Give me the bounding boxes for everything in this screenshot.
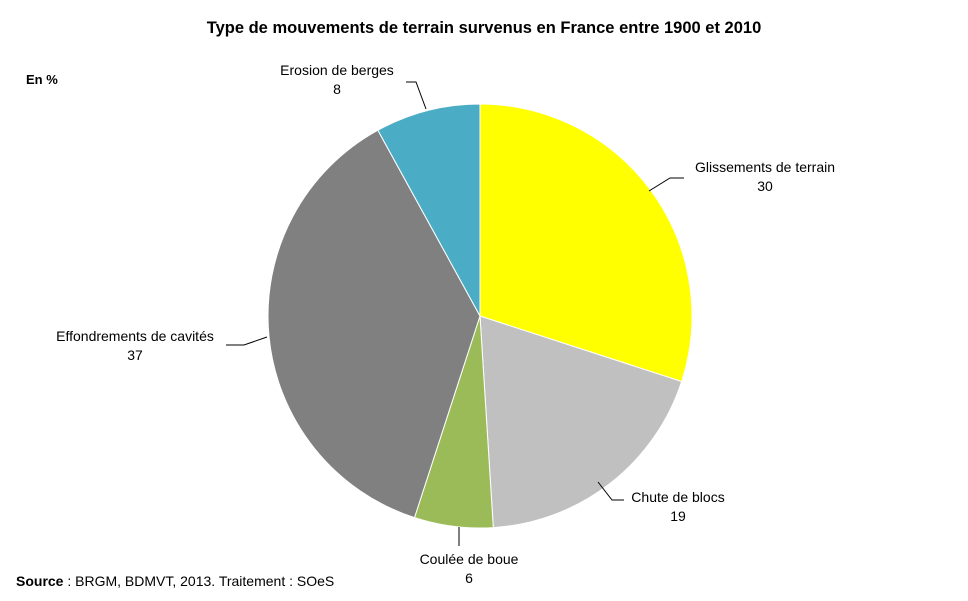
leader-line-3 <box>226 336 268 346</box>
leader-line-1 <box>597 481 624 501</box>
leader-line-0 <box>648 177 684 192</box>
leader-line-4 <box>406 81 427 110</box>
slice-value-2: 6 <box>465 570 473 586</box>
slice-label-3: Effondrements de cavités <box>56 328 214 344</box>
source-note: Source : BRGM, BDMVT, 2013. Traitement :… <box>16 573 334 589</box>
pie-slice-0 <box>479 103 693 383</box>
slice-value-1: 19 <box>670 508 686 524</box>
pie-slice-4 <box>377 103 481 317</box>
slice-label-4: Erosion de berges <box>280 62 394 78</box>
slice-label-0: Glissements de terrain <box>695 159 835 175</box>
pie-slice-3 <box>267 129 481 519</box>
slice-value-3: 37 <box>127 347 143 363</box>
slice-value-0: 30 <box>757 178 773 194</box>
leader-lines <box>226 81 684 546</box>
source-text: : BRGM, BDMVT, 2013. Traitement : SOeS <box>63 573 335 589</box>
slice-label-2: Coulée de boue <box>420 551 519 567</box>
slice-labels: Glissements de terrain 30 Chute de blocs 19… <box>56 62 835 586</box>
slice-value-4: 8 <box>333 81 341 97</box>
pie-slice-1 <box>479 315 683 529</box>
pie-slices <box>267 103 693 529</box>
slice-label-1: Chute de blocs <box>631 489 724 505</box>
unit-label: En % <box>26 72 58 87</box>
chart-title: Type de mouvements de terrain survenus e… <box>206 19 762 37</box>
source-label: Source <box>16 573 64 589</box>
